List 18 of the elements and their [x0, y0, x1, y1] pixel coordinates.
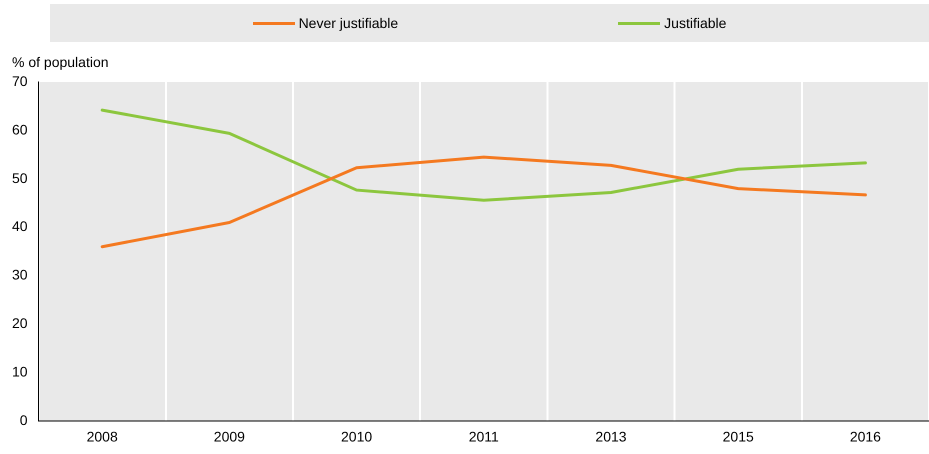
x-tick-label: 2011	[468, 428, 500, 444]
legend-label: Never justifiable	[298, 15, 398, 31]
y-tick-label: 20	[12, 315, 28, 332]
x-tick-label: 2013	[595, 428, 627, 444]
y-tick-label: 70	[12, 72, 28, 89]
legend-label: Justifiable	[664, 15, 726, 31]
y-tick-label: 0	[20, 412, 28, 428]
y-tick-label: 50	[12, 170, 28, 186]
y-tick-label: 10	[12, 364, 28, 380]
x-tick-label: 2008	[86, 428, 118, 444]
y-tick-label: 40	[12, 218, 28, 234]
x-tick-label: 2010	[341, 428, 372, 444]
y-tick-label: 30	[12, 266, 28, 283]
y-axis-title: % of population	[12, 54, 109, 70]
x-tick-label: 2009	[214, 428, 246, 444]
x-tick-label: 2015	[722, 428, 754, 444]
y-tick-label: 60	[12, 121, 28, 138]
x-tick-label: 2016	[850, 428, 882, 444]
